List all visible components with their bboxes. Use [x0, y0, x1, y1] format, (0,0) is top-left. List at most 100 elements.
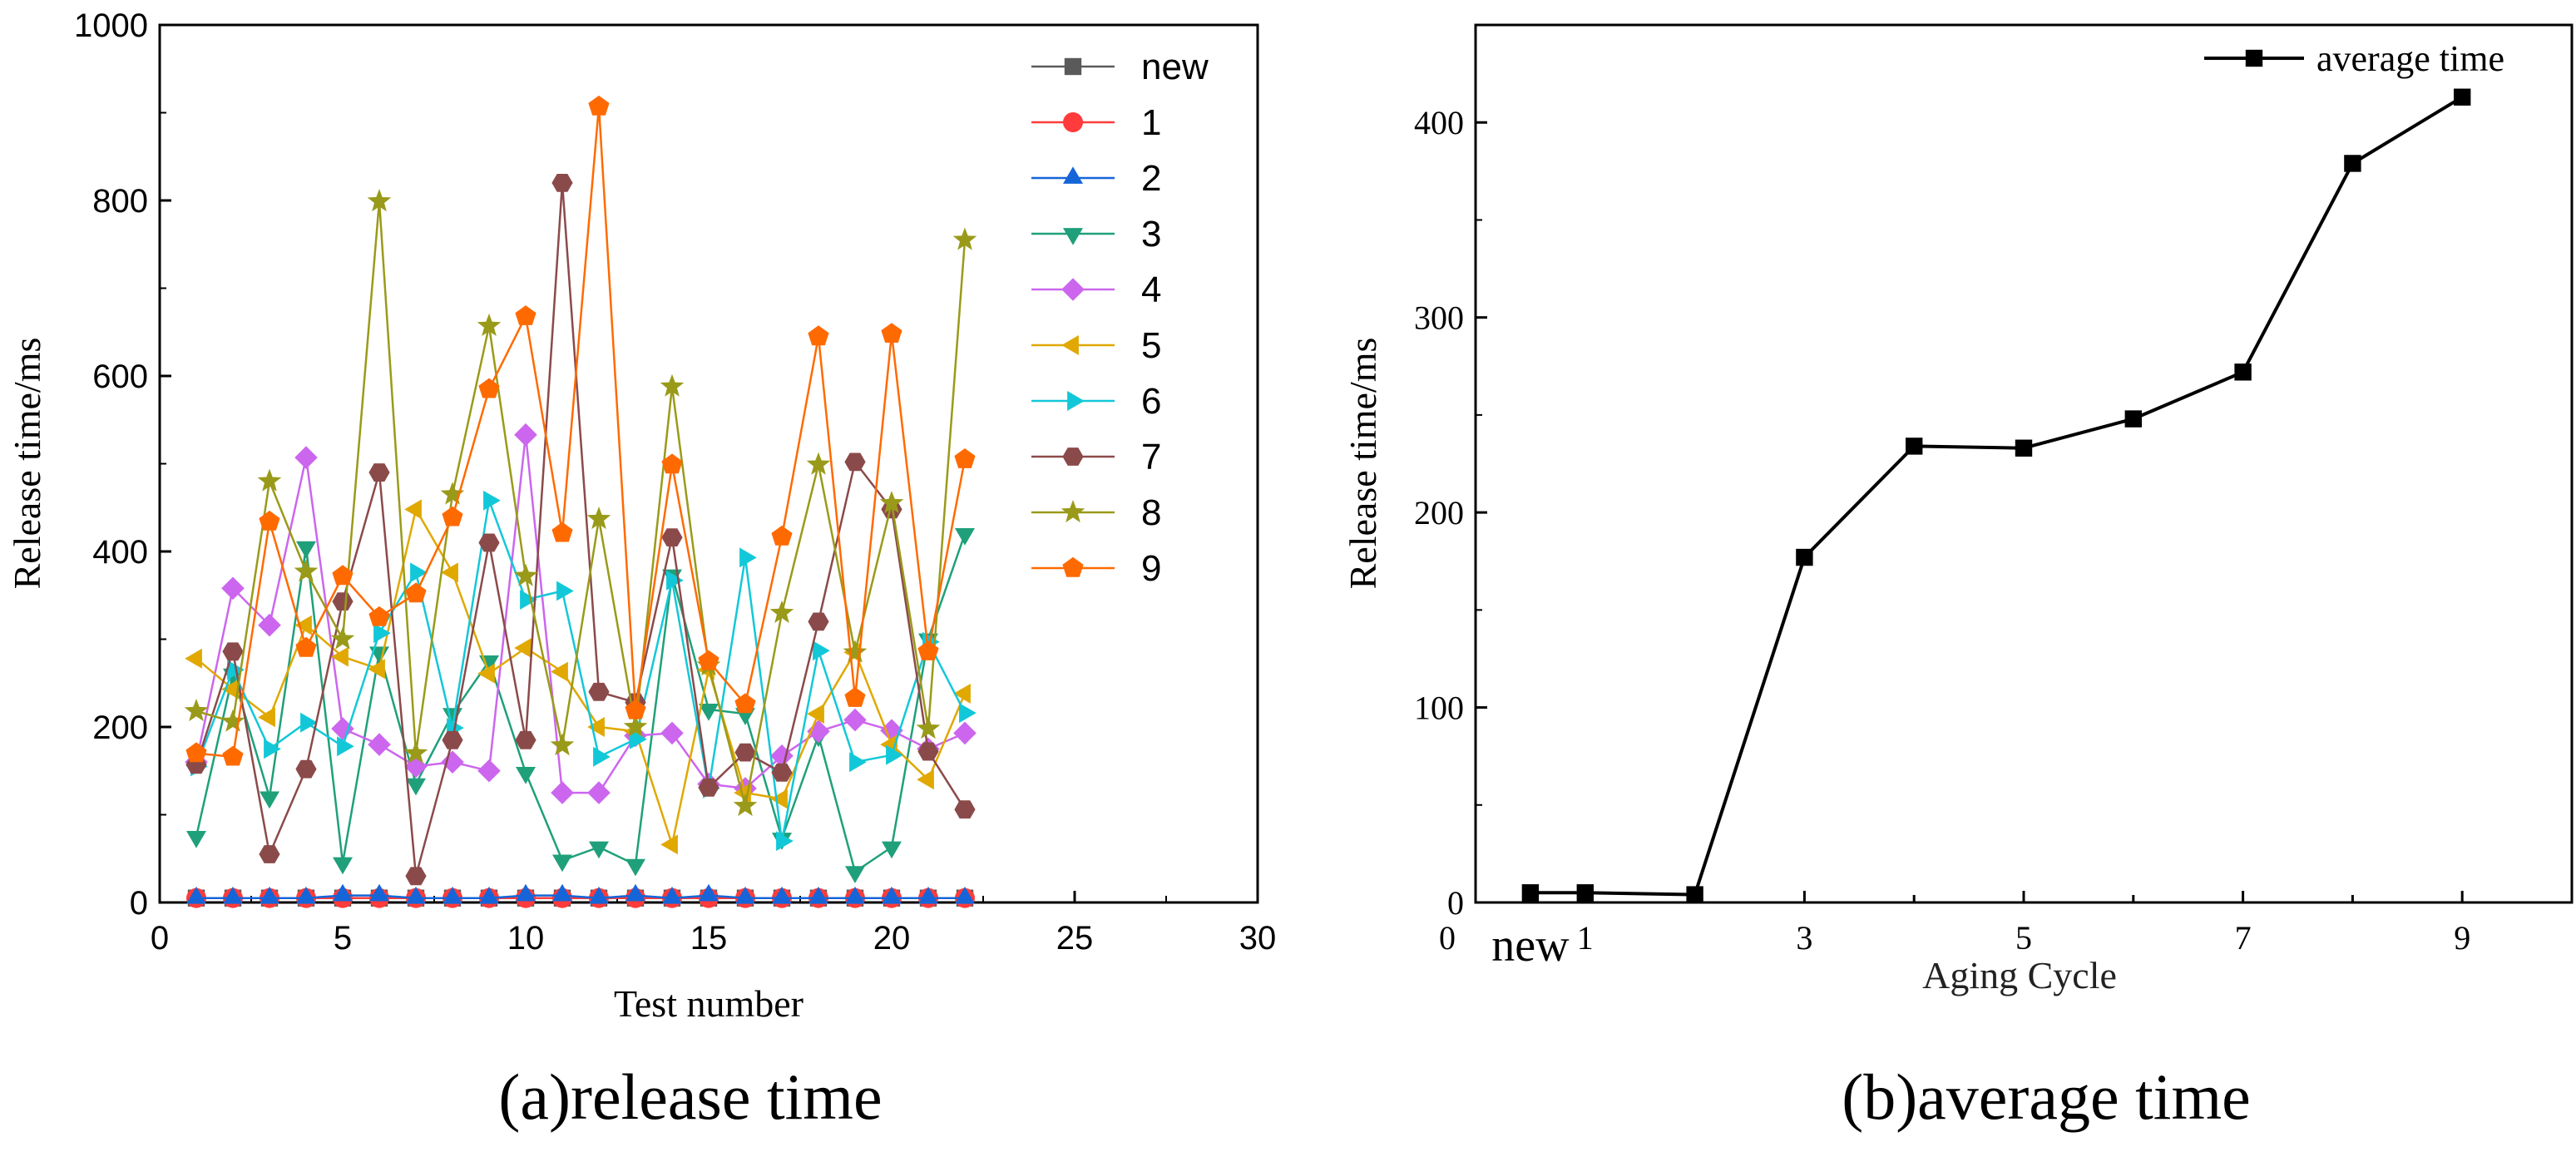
data-point-5: [221, 679, 239, 700]
data-point-6: [337, 736, 354, 757]
legend-marker-6: [1067, 391, 1085, 411]
x-tick-label-a: 20: [873, 920, 911, 957]
data-point-8: [513, 563, 538, 586]
data-point-5: [441, 562, 458, 583]
x-tick-label-a: 25: [1056, 920, 1094, 957]
legend-b: average time: [2204, 38, 2504, 79]
data-point-2: [955, 886, 975, 904]
y-tick-label-a: 1000: [74, 7, 148, 44]
data-point-8: [843, 640, 868, 663]
data-point-9: [917, 640, 939, 660]
data-point-average-time: [2344, 155, 2361, 172]
data-point-2: [443, 886, 462, 904]
y-axis-label-b: Release time/ms: [1342, 338, 1384, 590]
series-group-b: [1521, 88, 2471, 903]
data-point-6: [410, 562, 428, 583]
series-4: [185, 423, 977, 804]
legend-a: new 1 2 3 4 5 6 7 8 9: [1031, 47, 1209, 589]
data-point-4: [843, 708, 867, 732]
data-point-9: [661, 453, 683, 474]
ticks-b: 0 new 1 3 5 7 9 0 100 200 300 400: [1414, 104, 2470, 972]
legend-marker-2: [1063, 166, 1083, 184]
x-tick-label-b: new: [1491, 920, 1570, 972]
series-line-5: [195, 508, 967, 846]
data-point-9: [515, 305, 536, 325]
data-point-7: [698, 778, 719, 797]
data-point-4: [441, 750, 464, 774]
y-tick-label-a: 200: [92, 709, 148, 746]
legend-marker-5: [1061, 335, 1079, 355]
legend-label-average-time: average time: [2316, 38, 2504, 79]
data-point-6: [739, 547, 757, 568]
data-point-7: [917, 742, 939, 761]
data-point-2: [845, 886, 865, 904]
data-point-2: [589, 886, 609, 904]
data-point-5: [953, 684, 971, 704]
legend-marker-4: [1061, 278, 1085, 301]
series-group-a: [184, 95, 977, 908]
data-point-2: [808, 886, 828, 904]
series-average-time: [1521, 88, 2471, 903]
data-point-2: [662, 886, 682, 904]
series-line-3: [195, 533, 967, 873]
data-point-8: [586, 507, 611, 530]
data-point-4: [551, 781, 574, 804]
data-point-2: [333, 883, 353, 902]
legend-label-2: 2: [1141, 158, 1161, 199]
data-point-9: [698, 650, 719, 670]
x-tick-label-b: 5: [2015, 919, 2032, 957]
data-point-5: [477, 663, 495, 684]
data-point-2: [735, 886, 755, 904]
data-point-average-time: [1906, 438, 1923, 455]
data-point-4: [294, 446, 318, 469]
series-2: [186, 883, 975, 904]
x-axis-label-a: Test number: [614, 982, 803, 1025]
data-point-3: [882, 841, 902, 859]
series-line-6: [195, 499, 967, 843]
data-point-9: [881, 323, 902, 343]
data-point-8: [952, 227, 977, 250]
y-tick-label-b: 200: [1414, 494, 1464, 532]
data-point-2: [260, 886, 279, 904]
data-point-9: [442, 506, 463, 527]
series-line-7: [195, 181, 967, 878]
data-point-7: [442, 730, 463, 749]
data-point-8: [330, 626, 355, 650]
x-tick-label-a: 10: [507, 920, 545, 957]
data-point-2: [369, 883, 389, 902]
data-point-8: [623, 714, 648, 738]
data-point-6: [300, 712, 318, 733]
data-point-2: [223, 886, 243, 904]
data-point-7: [332, 592, 354, 611]
data-point-3: [260, 791, 279, 809]
data-point-3: [955, 528, 975, 546]
x-tick-label-a: 5: [334, 920, 352, 957]
data-point-9: [478, 378, 500, 398]
data-point-average-time: [2015, 439, 2033, 457]
data-point-5: [258, 707, 275, 728]
data-point-5: [917, 769, 934, 790]
legend-label-9: 9: [1141, 548, 1161, 589]
data-point-8: [916, 716, 941, 739]
data-point-4: [514, 423, 537, 447]
legend-label-new: new: [1141, 47, 1209, 87]
plot-frame-a: [158, 23, 1259, 904]
data-point-6: [373, 623, 391, 644]
data-point-7: [588, 682, 610, 701]
legend-marker-1: [1063, 112, 1083, 132]
data-point-6: [630, 729, 647, 749]
data-point-8: [769, 600, 794, 623]
data-point-4: [331, 717, 354, 740]
legend-marker-7: [1062, 447, 1084, 466]
x-tick-label-b: 1: [1577, 919, 1594, 957]
x-axis-label-b: Aging Cycle: [1922, 954, 2117, 996]
data-point-7: [771, 763, 793, 782]
data-point-8: [294, 559, 319, 582]
legend-marker-8: [1061, 500, 1085, 523]
x-tick-label-b: 7: [2235, 919, 2252, 957]
y-tick-label-a: 600: [92, 358, 148, 395]
data-point-6: [666, 570, 684, 591]
legend-marker-3: [1063, 228, 1083, 245]
